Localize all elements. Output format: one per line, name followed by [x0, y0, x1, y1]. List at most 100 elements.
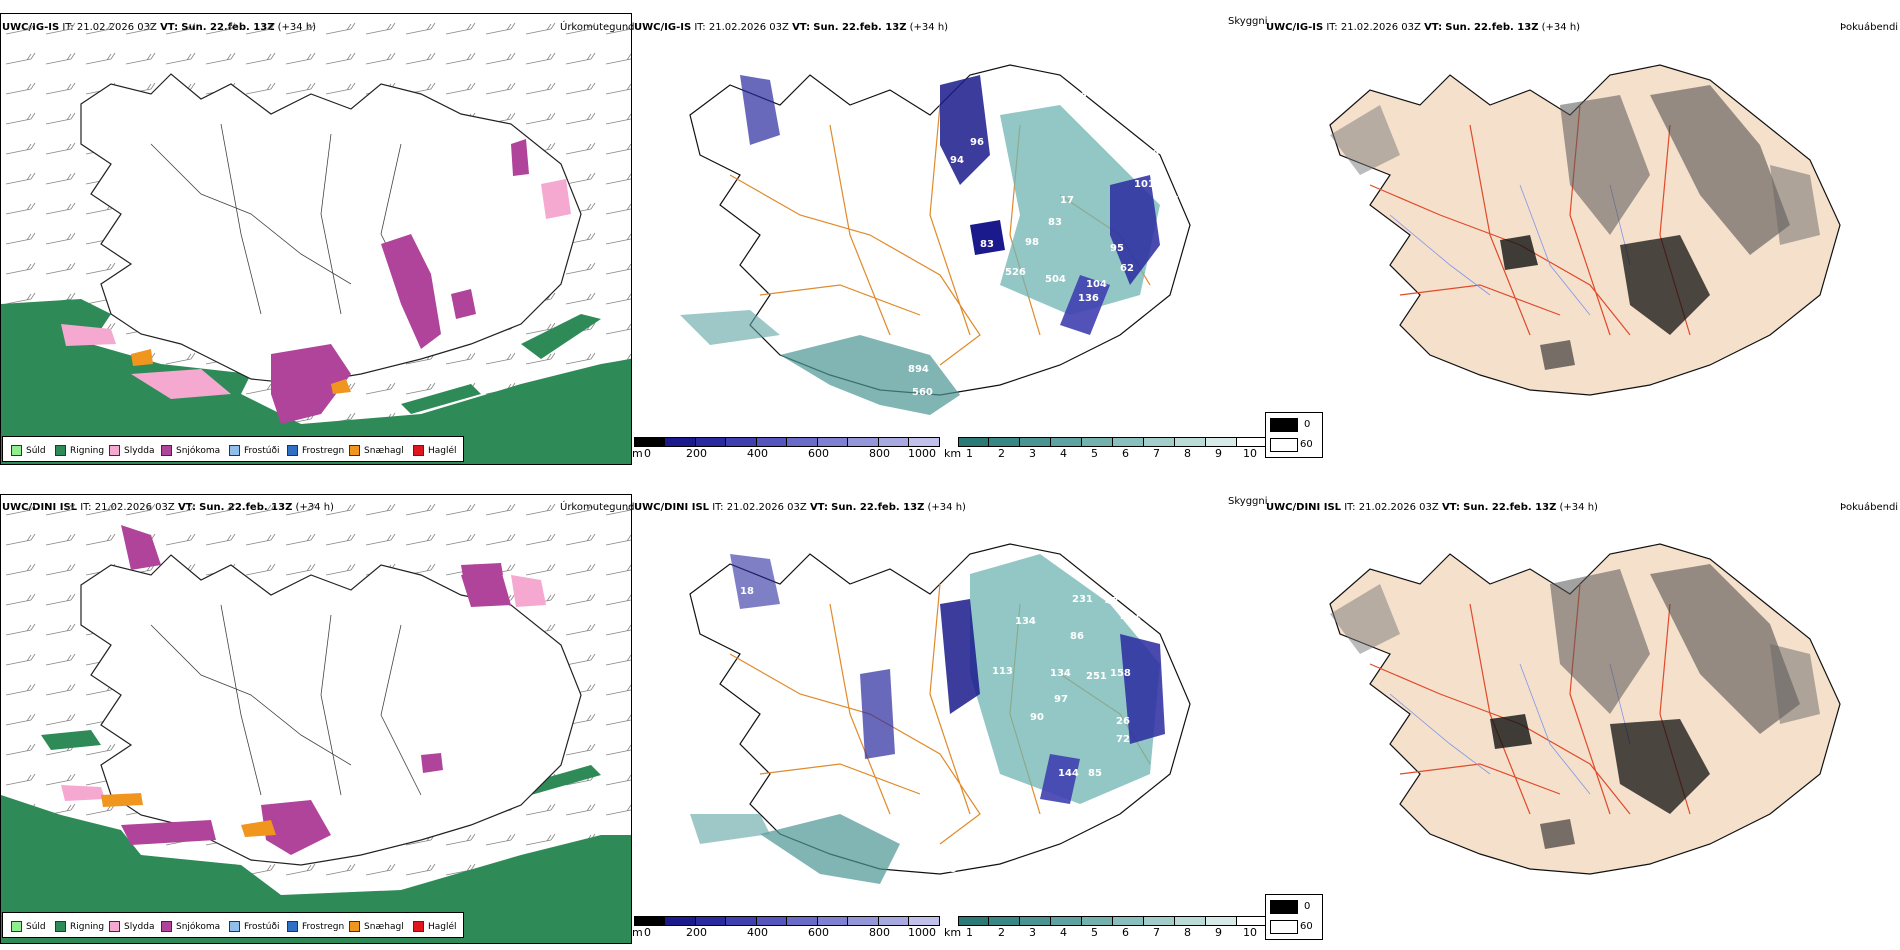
vis-label: 504 — [1045, 274, 1066, 285]
fog-map-row1 — [1290, 35, 1880, 435]
precip-map-row1 — [0, 13, 632, 465]
vis-label: 256 — [1062, 337, 1083, 348]
colorbar-tick: 8 — [1184, 447, 1191, 460]
legend-item: Haglél — [413, 445, 457, 456]
row-1: UWC/IG-IS IT: 21.02.2026 03Z VT: Sun. 22… — [0, 0, 1900, 470]
vis-label: 98 — [1025, 237, 1039, 248]
vis-label: 83 — [980, 239, 994, 250]
panel-title-visibility-row1: Skyggni — [1228, 16, 1268, 27]
panel-title-fog-row2: Þokuábendi — [1840, 502, 1899, 513]
legend-swatch — [11, 445, 22, 456]
vis-label: 18 — [740, 586, 754, 597]
legend-item: Frostregn — [287, 445, 344, 456]
vis-label: 90 — [1030, 712, 1044, 723]
vis-label: 72 — [1116, 734, 1130, 745]
vis-label: 34 — [1080, 89, 1094, 100]
colorbar-tick: 1000 — [908, 447, 936, 460]
vis-label: 143 — [1180, 626, 1201, 637]
legend-item: Snæhagl — [349, 921, 404, 932]
legend-swatch — [109, 445, 120, 456]
vis-label: 251 — [1086, 671, 1107, 682]
panel-title-fog-row1: Þokuábendi — [1840, 22, 1899, 33]
legend-item: Súld — [11, 921, 46, 932]
vis-label: 10 — [1145, 149, 1159, 160]
vis-label: 94 — [950, 155, 964, 166]
vis-label: 104 — [1086, 279, 1107, 290]
visibility-m-colorbar-row1: m 0 200 400 600 800 1000 — [632, 437, 940, 461]
vis-label: 98 — [1180, 648, 1194, 659]
colorbar-tick: 0 — [644, 447, 651, 460]
colorbar-tick: 6 — [1122, 447, 1129, 460]
legend-swatch — [55, 445, 66, 456]
vis-label: 231 — [1072, 594, 1093, 605]
legend-item: Haglél — [413, 921, 457, 932]
colorbar-tick: 9 — [1215, 447, 1222, 460]
fog-legend-row1: 0 60 — [1265, 412, 1323, 458]
header-fog-row1: UWC/IG-IS IT: 21.02.2026 03Z VT: Sun. 22… — [1266, 22, 1581, 33]
vis-label: 138 — [990, 197, 1011, 208]
fog-legend-label: 60 — [1300, 439, 1313, 450]
legend-item: Snjókoma — [161, 445, 220, 456]
vis-label: 324 — [938, 850, 959, 861]
vis-label: 10 — [975, 175, 989, 186]
vis-label: 26 — [1116, 716, 1130, 727]
vis-label: 69 — [1060, 808, 1074, 819]
vis-label: 85 — [1088, 768, 1102, 779]
vis-label: 96 — [970, 137, 984, 148]
colorbar-unit: m — [632, 447, 643, 460]
legend-item: Snjókoma — [161, 921, 220, 932]
colorbar-tick: 10 — [1243, 447, 1257, 460]
vis-label: 97 — [1054, 694, 1068, 705]
precip-map-row2 — [0, 494, 632, 944]
legend-item: Rigning — [55, 445, 104, 456]
legend-swatch — [287, 445, 298, 456]
vis-label: 136 — [1078, 293, 1099, 304]
vis-label: 144 — [1058, 768, 1079, 779]
header-fog-row2: UWC/DINI ISL IT: 21.02.2026 03Z VT: Sun.… — [1266, 502, 1598, 513]
vis-label: 201 — [1120, 611, 1141, 622]
vis-label: 83 — [1048, 217, 1062, 228]
legend-item: Snæhagl — [349, 445, 404, 456]
vis-label: 560 — [912, 387, 933, 398]
vis-label: 398 — [910, 840, 931, 851]
vis-label: 134 — [1050, 668, 1071, 679]
visibility-km-colorbar-row2: km 1 2 3 4 5 6 7 8 9 10 — [944, 916, 1268, 940]
fog-legend-swatch — [1270, 418, 1298, 432]
colorbar-unit: km — [944, 447, 962, 460]
vis-label: 47 — [1105, 596, 1119, 607]
colorbar-tick: 4 — [1060, 447, 1067, 460]
visibility-m-colorbar-row2: m 0 200 400 600 800 1000 — [632, 916, 940, 940]
vis-label: 13 — [970, 203, 984, 214]
visibility-km-colorbar-row1: km 1 2 3 4 5 6 7 8 9 10 — [944, 437, 1268, 461]
legend-item: Frostúði — [229, 445, 279, 456]
colorbar-tick: 7 — [1153, 447, 1160, 460]
vis-label: 526 — [1005, 267, 1026, 278]
fog-map-row2 — [1290, 514, 1880, 914]
visibility-map-row2: 18 134 231 47 86 201 113 134 251 158 97 … — [640, 514, 1240, 914]
header-visibility-row2: UWC/DINI ISL IT: 21.02.2026 03Z VT: Sun.… — [634, 502, 966, 513]
vis-label: 894 — [908, 364, 929, 375]
row-2: UWC/DINI ISL IT: 21.02.2026 03Z VT: Sun.… — [0, 482, 1900, 950]
vis-label: 158 — [1110, 668, 1131, 679]
vis-label: 15 — [1165, 195, 1179, 206]
legend-item: Frostúði — [229, 921, 279, 932]
colorbar-tick: 600 — [808, 447, 829, 460]
legend-swatch — [229, 445, 240, 456]
fog-legend-label: 0 — [1304, 419, 1311, 430]
colorbar-tick: 400 — [747, 447, 768, 460]
colorbar-tick: 5 — [1091, 447, 1098, 460]
vis-label: 101 — [1134, 179, 1155, 190]
colorbar-tick: 3 — [1029, 447, 1036, 460]
fog-legend-row2: 0 60 — [1265, 894, 1323, 940]
precip-map-svg — [1, 14, 631, 464]
panel-title-visibility-row2: Skyggni — [1228, 496, 1268, 507]
visibility-map-row1: 96 94 10 15 13 138 34 17 83 98 83 526 50… — [640, 35, 1240, 435]
colorbar-tick: 800 — [869, 447, 890, 460]
header-visibility-row1: UWC/IG-IS IT: 21.02.2026 03Z VT: Sun. 22… — [634, 22, 949, 33]
legend-swatch — [161, 445, 172, 456]
precip-legend-row2: Súld Rigning Slydda Snjókoma Frostúði Fr… — [2, 912, 464, 938]
colorbar-tick: 2 — [998, 447, 1005, 460]
legend-item: Slydda — [109, 921, 154, 932]
vis-label: 15 — [970, 189, 984, 200]
legend-item: Súld — [11, 445, 46, 456]
